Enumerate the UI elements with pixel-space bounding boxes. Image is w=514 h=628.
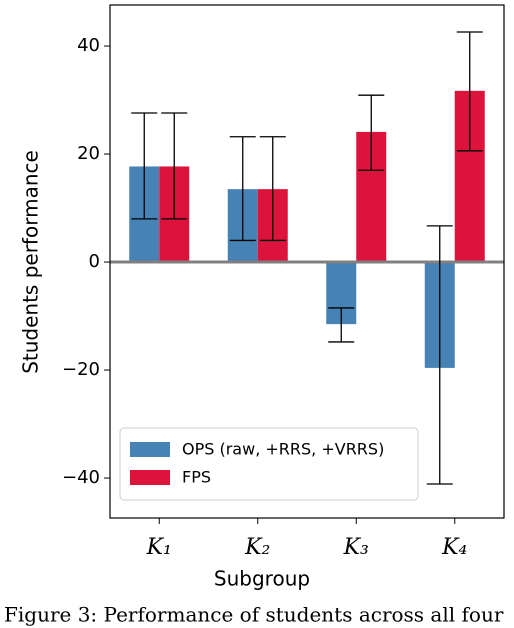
legend-swatch xyxy=(130,470,170,485)
y-tick-label: −40 xyxy=(62,467,100,488)
y-axis-label: Students performance xyxy=(19,150,43,374)
caption: Figure 3: Performance of students across… xyxy=(4,603,504,627)
plot-frame xyxy=(109,4,505,519)
legend-label: OPS (raw, +RRS, +VRRS) xyxy=(182,440,384,459)
legend-label: FPS xyxy=(182,468,211,487)
y-tick-label: 40 xyxy=(77,35,100,56)
legend-box xyxy=(119,427,419,501)
x-tick-label: K₂ xyxy=(244,535,270,560)
x-tick-label: K₃ xyxy=(343,535,369,560)
x-axis-label: Subgroup xyxy=(214,567,310,591)
y-tick-label: −20 xyxy=(62,359,100,380)
y-tick-label: 0 xyxy=(89,251,100,272)
legend-swatch xyxy=(130,442,170,457)
y-tick-label: 20 xyxy=(77,143,100,164)
x-tick-label: K₄ xyxy=(441,535,467,560)
x-tick-label: K₁ xyxy=(146,535,172,560)
